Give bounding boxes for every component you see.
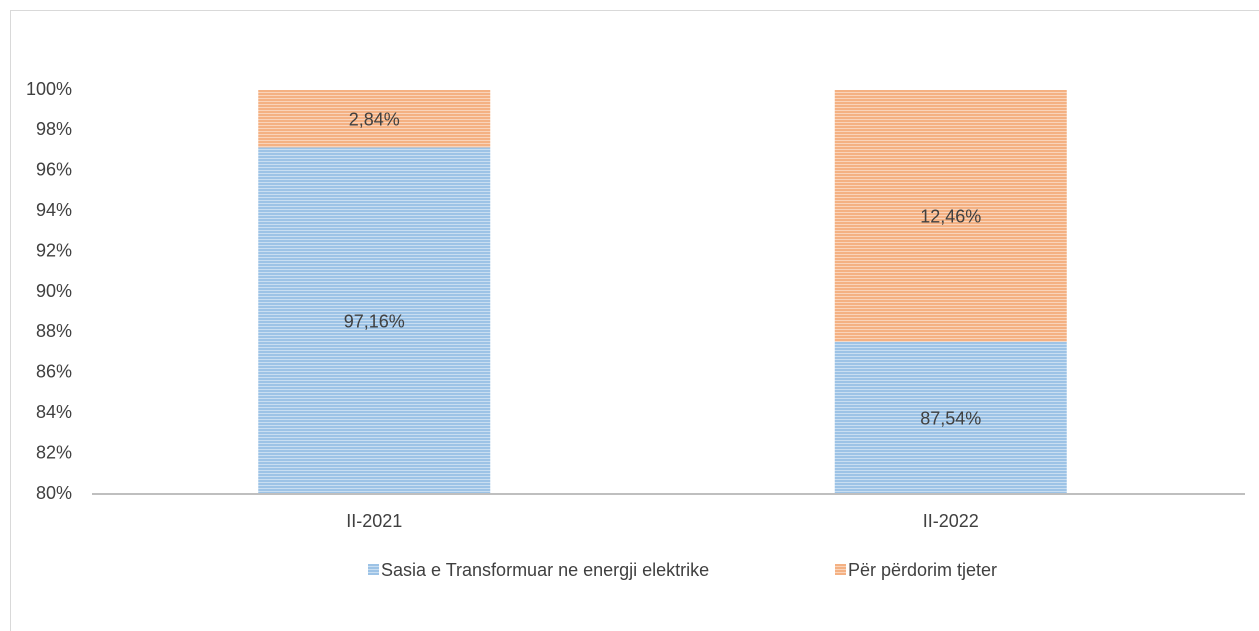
data-label: 12,46% [920,207,981,227]
y-tick-label: 96% [36,160,72,180]
y-tick-label: 88% [36,321,72,341]
y-tick-label: 94% [36,200,72,220]
x-tick-label: II-2022 [923,511,979,531]
y-tick-label: 90% [36,281,72,301]
data-label: 2,84% [349,109,400,129]
legend-label: Për përdorim tjeter [848,560,997,580]
legend-swatch [835,564,846,575]
legend-label: Sasia e Transformuar ne energji elektrik… [381,560,709,580]
bar-segment [258,147,491,495]
chart-border [10,10,1259,631]
bar-segment [258,90,491,148]
data-label: 87,54% [920,409,981,429]
y-tick-label: 86% [36,362,72,382]
y-tick-label: 92% [36,240,72,260]
bar-segment [834,341,1067,494]
legend-swatch [368,564,379,575]
bar-segment [834,90,1067,342]
y-tick-label: 98% [36,119,72,139]
y-tick-label: 80% [36,483,72,503]
y-tick-label: 84% [36,402,72,422]
y-tick-label: 82% [36,442,72,462]
x-tick-label: II-2021 [346,511,402,531]
data-label: 97,16% [344,311,405,331]
y-tick-label: 100% [26,79,72,99]
